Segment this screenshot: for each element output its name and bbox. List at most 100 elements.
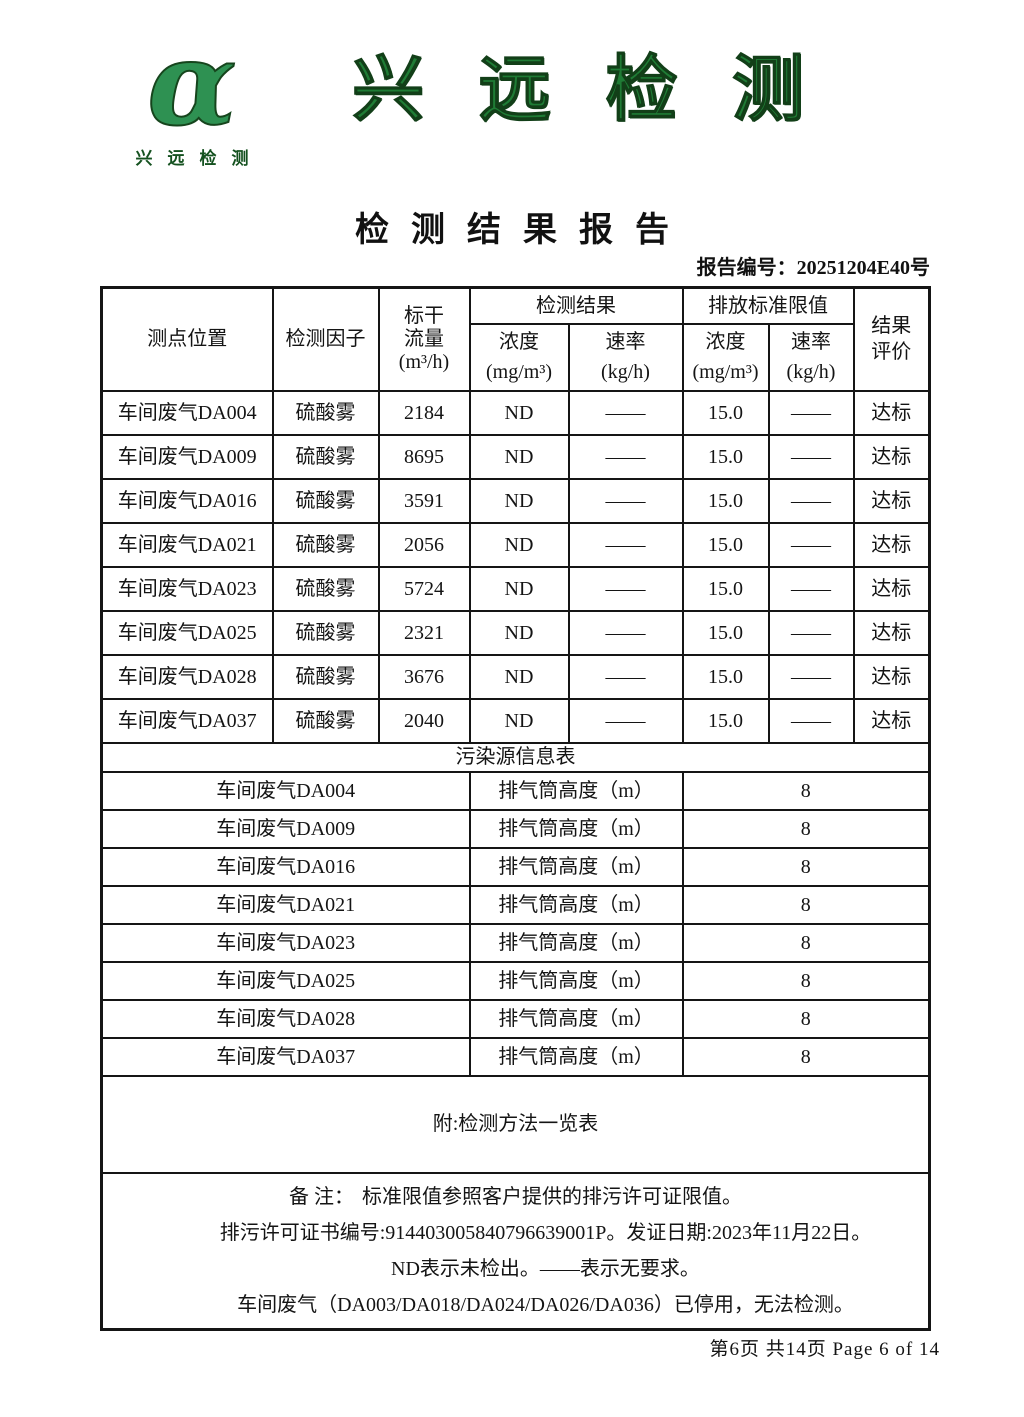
cell-limit-conc: 15.0 [681,521,770,568]
cell-limit-conc: 15.0 [681,477,770,524]
results-row: 车间废气DA028 硫酸雾 3676 ND —— 15.0 —— 达标 [100,653,931,700]
results-row: 车间废气DA021 硫酸雾 2056 ND —— 15.0 —— 达标 [100,521,931,568]
remark-line-4: 车间废气（DA003/DA018/DA024/DA026/DA036）已停用，无… [237,1293,854,1316]
cell-verdict: 达标 [852,433,931,480]
cell-source-name: 车间废气DA025 [100,960,471,1001]
cell-source-name: 车间废气DA037 [100,1036,471,1077]
rate-label: 速率 [605,331,646,353]
cell-verdict: 达标 [852,653,931,700]
cell-source-param: 排气筒高度（m） [468,922,684,963]
col-header-factor: 检测因子 [271,286,380,392]
cell-location: 车间废气DA023 [100,565,274,612]
rate-unit: (kg/h) [601,361,650,383]
cell-verdict: 达标 [852,697,931,744]
cell-source-name: 车间废气DA004 [100,770,471,811]
cell-source-param: 排气筒高度（m） [468,998,684,1039]
limit-rate-unit: (kg/h) [786,361,836,383]
flow-label-line2: 流量 [404,327,444,350]
conc-unit: (mg/m³) [486,361,552,383]
results-row: 车间废气DA009 硫酸雾 8695 ND —— 15.0 —— 达标 [100,433,931,480]
attachment-note: 附:检测方法一览表 [100,1074,931,1174]
cell-flow: 2184 [377,389,471,436]
cell-source-name: 车间废气DA009 [100,808,471,849]
cell-source-param: 排气筒高度（m） [468,884,684,925]
cell-flow: 8695 [377,433,471,480]
cell-factor: 硫酸雾 [271,653,380,700]
source-row: 车间废气DA023 排气筒高度（m） 8 [100,922,931,963]
remark-line-2: 排污许可证书编号:914403005840796639001P。发证日期:202… [219,1221,872,1244]
cell-location: 车间废气DA028 [100,653,274,700]
cell-limit-rate: —— [767,697,855,744]
cell-source-value: 8 [681,998,931,1039]
limit-conc-unit: (mg/m³) [692,361,759,383]
source-row: 车间废气DA004 排气筒高度（m） 8 [100,770,931,811]
cell-source-value: 8 [681,808,931,849]
source-row: 车间废气DA016 排气筒高度（m） 8 [100,846,931,887]
cell-source-value: 8 [681,884,931,925]
cell-limit-rate: —— [767,389,855,436]
cell-result-conc: ND [468,565,570,612]
source-row: 车间废气DA025 排气筒高度（m） 8 [100,960,931,1001]
cell-location: 车间废气DA004 [100,389,274,436]
col-header-result-rate: 速率 (kg/h) [567,322,684,392]
cell-limit-conc: 15.0 [681,565,770,612]
brand-title: 兴远检测 [351,44,804,136]
cell-factor: 硫酸雾 [271,389,380,436]
flow-unit: (m³/h) [398,350,450,373]
verdict-label-line2: 评价 [871,341,912,364]
cell-limit-rate: —— [767,521,855,568]
cell-flow: 3591 [377,477,471,524]
cell-source-name: 车间废气DA016 [100,846,471,887]
cell-verdict: 达标 [852,477,931,524]
cell-location: 车间废气DA037 [100,697,274,744]
cell-location: 车间废气DA009 [100,433,274,480]
col-header-location: 测点位置 [100,286,274,392]
results-table: 测点位置 检测因子 标干 流量 (m³/h) 检测结果 排放标准限值 结果 评价… [100,286,931,1331]
cell-location: 车间废气DA016 [100,477,274,524]
cell-result-rate: —— [567,521,684,568]
source-row: 车间废气DA037 排气筒高度（m） 8 [100,1036,931,1077]
brand-title-char: 检 [605,50,678,130]
company-logo: α 兴远检测 [110,16,274,169]
cell-result-conc: ND [468,521,570,568]
cell-factor: 硫酸雾 [271,433,380,480]
cell-result-rate: —— [567,433,684,480]
brand-title-char: 测 [731,50,804,130]
cell-result-rate: —— [567,653,684,700]
cell-limit-conc: 15.0 [681,609,770,656]
group-header-results: 检测结果 [468,286,684,325]
doc-title: 检测结果报告 [355,212,691,249]
cell-source-param: 排气筒高度（m） [468,846,684,887]
report-number: 报告编号：20251204E40号 [696,257,930,279]
cell-verdict: 达标 [852,521,931,568]
source-table-title: 污染源信息表 [100,741,931,773]
cell-source-value: 8 [681,846,931,887]
source-row: 车间废气DA028 排气筒高度（m） 8 [100,998,931,1039]
cell-limit-rate: —— [767,653,855,700]
remark-line-1: 备 注： 标准限值参照客户提供的排污许可证限值。 [103,1179,928,1215]
results-row: 车间废气DA023 硫酸雾 5724 ND —— 15.0 —— 达标 [100,565,931,612]
cell-flow: 5724 [377,565,471,612]
cell-limit-rate: —— [767,565,855,612]
col-header-limit-conc: 浓度 (mg/m³) [681,322,770,392]
cell-factor: 硫酸雾 [271,609,380,656]
results-row: 车间废气DA016 硫酸雾 3591 ND —— 15.0 —— 达标 [100,477,931,524]
alpha-swoosh-icon: α [146,16,237,152]
cell-factor: 硫酸雾 [271,521,380,568]
cell-flow: 2321 [377,609,471,656]
cell-limit-conc: 15.0 [681,433,770,480]
cell-factor: 硫酸雾 [271,697,380,744]
cell-result-conc: ND [468,433,570,480]
page-number: 第6页 共14页 Page 6 of 14 [709,1339,940,1360]
cell-verdict: 达标 [852,609,931,656]
cell-source-value: 8 [681,1036,931,1077]
cell-limit-conc: 15.0 [681,389,770,436]
cell-source-name: 车间废气DA021 [100,884,471,925]
cell-location: 车间废气DA021 [100,521,274,568]
cell-result-rate: —— [567,697,684,744]
logo-caption: 兴远检测 [135,149,264,168]
cell-source-param: 排气筒高度（m） [468,808,684,849]
cell-flow: 2040 [377,697,471,744]
cell-result-conc: ND [468,609,570,656]
cell-source-name: 车间废气DA028 [100,998,471,1039]
